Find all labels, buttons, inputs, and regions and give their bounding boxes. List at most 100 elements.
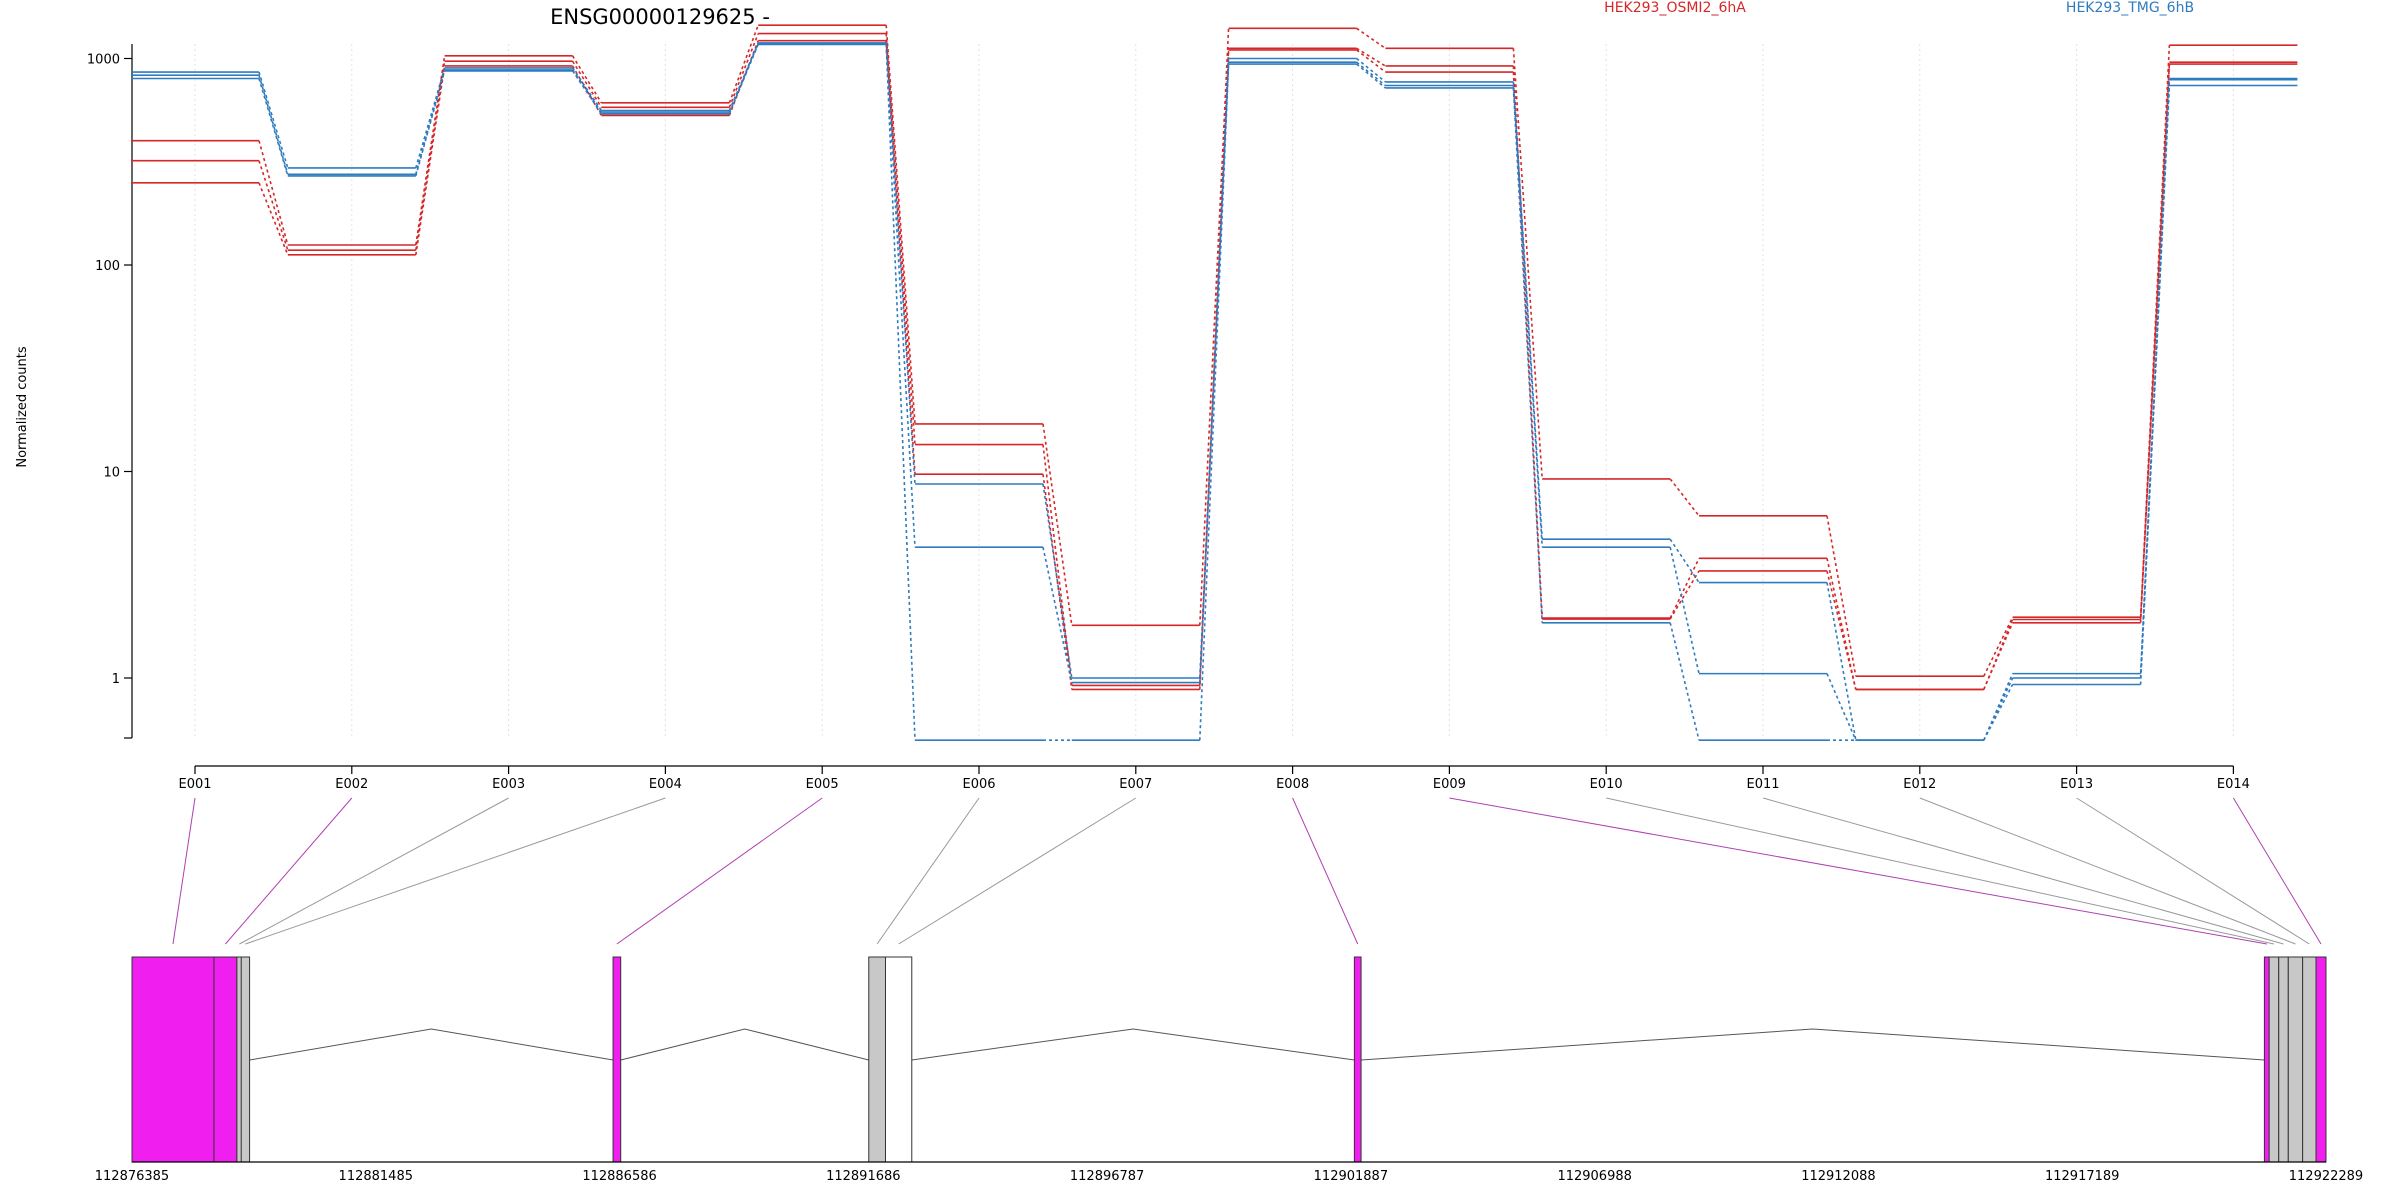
series-connector	[1042, 547, 1073, 683]
y-axis-label: Normalized counts	[15, 346, 30, 468]
series-connector	[1826, 570, 1857, 690]
axes: 1 10 100 1000 E001 E002 E003 E004 E005 E006 E007 E0…	[87, 44, 2250, 792]
series-connector	[1983, 677, 2014, 741]
connector-E003	[239, 797, 509, 945]
x-tick-label-E012: E012	[1903, 777, 1936, 792]
series-connector	[1356, 49, 1386, 73]
connector-E004	[245, 797, 666, 945]
genomic-coordinate-label: 112881485	[339, 1169, 413, 1184]
series-connector	[728, 33, 759, 108]
exon-block-E007	[884, 956, 913, 1163]
series-HEK293_OSMI2_6hA-1	[131, 32, 2298, 691]
exon-block-E006	[868, 956, 886, 1163]
series-connector	[1042, 483, 1073, 679]
series-connector	[1042, 423, 1073, 626]
connector-E007	[898, 797, 1137, 945]
x-tick-label-E014: E014	[2217, 777, 2250, 792]
y-tick-label-10: 10	[103, 466, 120, 481]
series-connector	[415, 65, 446, 255]
series-connector	[1199, 28, 1230, 626]
series-connector	[1826, 558, 1857, 690]
gene-model: 112876385 112881485 112886586 112891686 1128…	[95, 956, 2363, 1184]
series-connector	[728, 24, 759, 104]
genomic-coordinate-label: 112906988	[1557, 1169, 1631, 1184]
genomic-coordinate-label: 112922289	[2289, 1169, 2363, 1184]
series-connector	[1356, 63, 1386, 89]
series-connector	[1826, 673, 1857, 741]
series-connector	[1983, 616, 2014, 677]
x-tick-label-E006: E006	[962, 777, 995, 792]
series-connector	[258, 78, 289, 177]
y-tick-label-100: 100	[95, 259, 120, 274]
genomic-coordinate-label: 112891686	[826, 1169, 900, 1184]
x-tick-label-E010: E010	[1590, 777, 1623, 792]
series-HEK293_TMG_6hB-5	[131, 43, 2298, 741]
series-connector	[1983, 684, 2014, 741]
genomic-coordinate-label: 112876385	[95, 1169, 169, 1184]
genomic-coordinate-label: 112912088	[1801, 1169, 1875, 1184]
exon-block-E010	[2268, 956, 2280, 1163]
exon-block-E009	[2263, 956, 2270, 1163]
x-tick-label-E013: E013	[2060, 777, 2093, 792]
connector-E014	[2232, 797, 2322, 945]
connector-E010	[1606, 797, 2275, 945]
connector-E005	[616, 797, 823, 945]
x-tick-label-E009: E009	[1433, 777, 1466, 792]
intron-line	[911, 1028, 1355, 1061]
series-connector	[571, 70, 603, 115]
connector-E008	[1292, 797, 1359, 945]
exon-block-E011	[2278, 956, 2289, 1163]
connector-E009	[1449, 797, 2267, 945]
connector-E001	[172, 797, 196, 945]
legend-label-tmg: HEK293_TMG_6hB	[2066, 0, 2194, 16]
series-connector	[1356, 61, 1386, 87]
series-connector	[885, 43, 916, 548]
y-tick-label-1000: 1000	[87, 53, 120, 68]
exon-block-E014	[2315, 956, 2327, 1163]
series-connector	[1669, 547, 1700, 674]
exon-block-E004	[240, 956, 251, 1163]
series-connector	[1512, 48, 1543, 480]
series-connector	[1669, 557, 1700, 619]
series-connector	[1512, 87, 1543, 623]
series-connector	[885, 25, 916, 424]
y-tick-label-1: 1	[112, 672, 120, 687]
x-tick-label-E007: E007	[1119, 777, 1152, 792]
series-connector	[258, 74, 289, 175]
series-connector	[1356, 47, 1386, 67]
connector-E012	[1919, 797, 2296, 945]
connector-E002	[225, 797, 353, 945]
connector-E013	[2076, 797, 2310, 945]
exon-block-E008	[1353, 956, 1362, 1163]
legend-label-osmi2: HEK293_OSMI2_6hA	[1604, 0, 1746, 16]
grid	[194, 44, 2234, 738]
series-connector	[415, 70, 446, 177]
series-connector	[885, 40, 916, 475]
series-connector	[1512, 81, 1543, 540]
series-connector	[1356, 27, 1386, 49]
connector-E011	[1762, 797, 2284, 945]
intron-line	[1361, 1028, 2265, 1061]
series-connector	[1826, 515, 1857, 677]
x-tick-label-E011: E011	[1746, 777, 1779, 792]
series-connector	[1356, 57, 1386, 83]
exon-connectors	[172, 797, 2322, 945]
series-connector	[728, 44, 759, 115]
x-tick-label-E005: E005	[806, 777, 839, 792]
series-connector	[571, 67, 603, 111]
genomic-coordinate-label: 112896787	[1070, 1169, 1144, 1184]
x-tick-label-E008: E008	[1276, 777, 1309, 792]
intron-line	[249, 1028, 614, 1061]
exon-block-E001	[131, 956, 215, 1163]
series-connector	[2139, 85, 2171, 685]
exon-block-E002	[213, 956, 238, 1163]
series-connector	[258, 71, 289, 169]
series-connector	[571, 60, 603, 108]
connector-E006	[876, 797, 980, 945]
series-connector	[1669, 622, 1700, 741]
x-tick-label-E004: E004	[649, 777, 682, 792]
chart-title: ENSG00000129625 -	[550, 5, 770, 29]
series-layer	[131, 24, 2298, 741]
series-connector	[1826, 582, 1857, 741]
